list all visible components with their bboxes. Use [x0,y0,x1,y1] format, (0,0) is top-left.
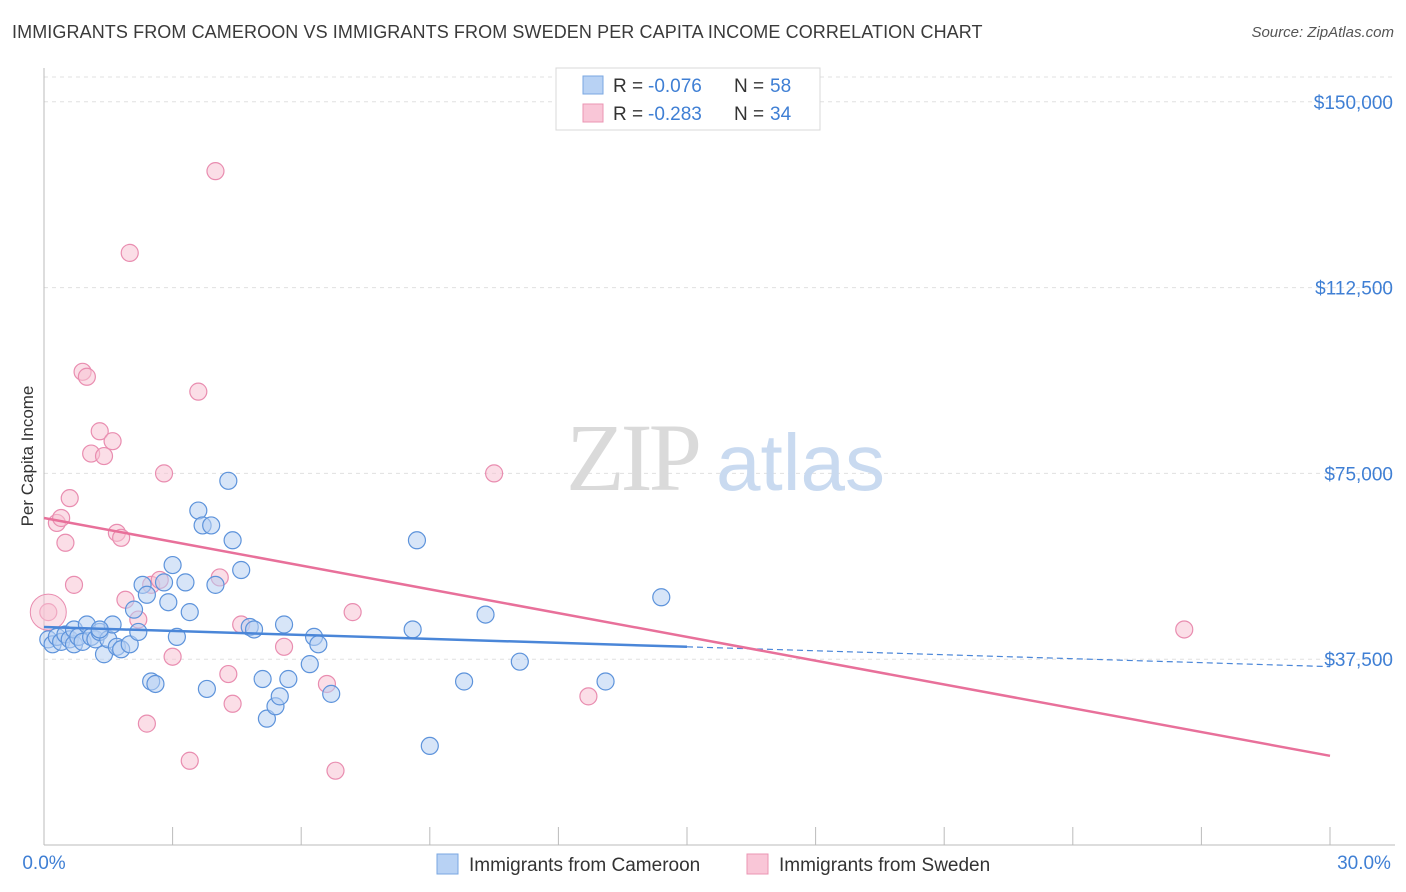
cameroon-point [137,585,156,604]
cameroon-trend-extension [686,646,1331,668]
bottom-legend-swatch-sweden [746,853,769,875]
sweden-point [326,761,345,780]
legend-r-value: -0.076 [648,76,702,97]
sweden-point [90,422,109,441]
cameroon-point [407,531,427,550]
sweden-point [579,687,598,706]
cameroon-point [476,605,495,624]
cameroon-point [163,555,182,575]
y-tick-label: $75,000 [1324,464,1393,485]
chart-title: IMMIGRANTS FROM CAMEROON VS IMMIGRANTS F… [12,22,983,42]
sweden-point [180,751,199,770]
top-legend: R = -0.076 N = 58 R = -0.283 N = 34 [555,67,821,131]
legend-n-label: N = [734,104,764,125]
cameroon-point [244,620,264,639]
sweden-point [485,464,504,483]
watermark-zip: ZIP [566,404,699,511]
legend-r-label: R = [613,104,643,125]
cameroon-point [206,575,225,594]
sweden-point [137,714,156,733]
source-label: Source: ZipAtlas.com [1251,24,1394,41]
legend-r-label: R = [613,76,643,97]
legend-swatch-sweden [582,103,604,123]
cameroon-point [180,603,199,622]
sweden-point [154,464,174,483]
y-tick-label: $112,500 [1315,279,1393,300]
cameroon-point [159,593,178,612]
cameroon-point [129,622,148,642]
axes [43,68,1395,846]
sweden-trend-line [43,516,1331,758]
sweden-point [94,446,114,466]
cameroon-point [279,669,298,689]
cameroon-point [124,600,144,619]
legend-n-value: 34 [770,104,792,125]
sweden-point [223,694,242,713]
cameroon-point [652,588,671,607]
cameroon-point [322,684,341,703]
cameroon-point [154,573,174,592]
legend-n-label: N = [734,76,764,97]
sweden-point [52,508,71,528]
sweden-point [29,593,67,631]
cameroon-point [300,655,319,674]
cameroon-point [309,635,328,654]
cameroon-point [270,687,289,706]
sweden-point [77,367,96,386]
bottom-legend: Immigrants from Cameroon Immigrants from… [436,853,990,876]
cameroon-point [219,471,238,490]
cameroon-point [454,672,474,691]
cameroon-point [596,672,615,691]
sweden-point [343,603,362,622]
bottom-legend-sweden: Immigrants from Sweden [779,855,990,876]
sweden-point [120,243,139,262]
cameroon-point [253,669,272,689]
cameroon-point [510,652,529,671]
cameroon-point [202,516,221,535]
legend-r-value: -0.283 [648,104,702,125]
sweden-point [64,575,84,594]
watermark: ZIP atlas [566,404,885,511]
sweden-point [1175,620,1194,639]
cameroon-point [197,679,216,699]
cameroon-point [223,531,242,550]
trend-lines [43,516,1331,758]
legend-swatch-cameroon [582,75,604,95]
cameroon-trend-line [43,625,688,649]
sweden-point [60,489,79,508]
cameroon-point [403,620,422,639]
y-tick-labels: $37,500 $75,000 $112,500 $150,000 [1314,93,1393,671]
sweden-point [189,382,208,401]
sweden-point [219,664,238,684]
cameroon-point [120,635,139,654]
cameroon-point [257,709,277,728]
sweden-point [206,162,225,181]
cameroon-point [176,573,195,592]
watermark-atlas: atlas [716,418,885,507]
cameroon-point [274,615,294,634]
cameroon-point [420,736,439,756]
bottom-legend-swatch-cameroon [436,853,459,875]
y-tick-label: $37,500 [1324,650,1393,671]
x-tick-labels: 0.0% 30.0% [22,853,1391,874]
sweden-point [56,533,75,552]
bottom-legend-cameroon: Immigrants from Cameroon [469,855,700,876]
x-tick-label: 0.0% [22,853,65,874]
sweden-point [274,637,294,656]
cameroon-points [39,471,671,756]
cameroon-point [167,627,186,646]
x-tick-label: 30.0% [1337,853,1391,874]
cameroon-point [146,674,165,694]
sweden-point [103,432,122,451]
y-tick-label: $150,000 [1314,93,1393,114]
cameroon-point [232,560,251,580]
legend-n-value: 58 [770,76,791,97]
sweden-point [163,647,182,666]
